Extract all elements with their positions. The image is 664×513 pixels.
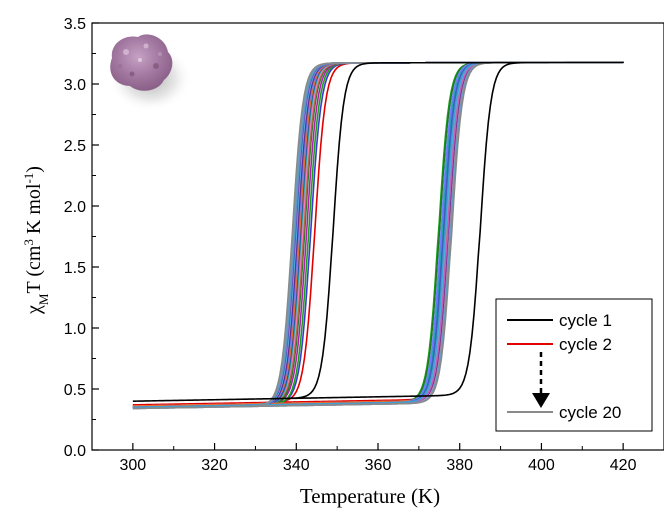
y-axis-label-sub-m: M: [36, 293, 51, 305]
y-axis-label-close: ): [23, 166, 45, 173]
legend-arrow-head: [532, 393, 550, 408]
curves-group: [132, 61, 624, 410]
legend-label-cycle-2: cycle 2: [559, 335, 612, 354]
y-axis-label: χMT (cm3 K mol-1): [21, 166, 51, 315]
y-axis-label-chi: χ: [23, 305, 45, 315]
y-tick-label-1.5: 1.5: [64, 260, 86, 277]
x-tick-label-300: 300: [120, 457, 147, 474]
x-tick-label-340: 340: [283, 457, 310, 474]
legend-label-cycle-20: cycle 20: [559, 403, 621, 422]
legend: cycle 1 cycle 2 cycle 20: [495, 298, 653, 432]
x-tick-label-320: 320: [201, 457, 228, 474]
y-axis-label-sup-neg1: -1: [21, 173, 36, 184]
y-tick-label-0.0: 0.0: [64, 443, 86, 460]
y-tick-label-1.0: 1.0: [64, 321, 86, 338]
y-axis-label-sup-3: 3: [21, 239, 36, 246]
x-axis: 300 320 340 360 380 400 420: [120, 443, 637, 474]
x-tick-label-360: 360: [365, 457, 392, 474]
y-tick-label-2.0: 2.0: [64, 199, 86, 216]
series-line-cycle-1: [132, 61, 624, 402]
y-axis: 0.0 0.5 1.0 1.5 2.0 2.5 3.0 3.5: [64, 16, 99, 460]
legend-label-cycle-1: cycle 1: [559, 311, 612, 330]
x-tick-label-380: 380: [446, 457, 473, 474]
x-axis-label: Temperature (K): [300, 484, 440, 508]
y-tick-label-2.5: 2.5: [64, 138, 86, 155]
y-axis-label-rest: T (cm: [23, 245, 45, 293]
y-tick-label-3.5: 3.5: [64, 16, 86, 33]
crystal-image: [108, 34, 192, 112]
y-tick-label-0.5: 0.5: [64, 382, 86, 399]
y-tick-label-3.0: 3.0: [64, 77, 86, 94]
x-tick-label-420: 420: [610, 457, 637, 474]
y-axis-label-mid: K mol: [23, 183, 45, 239]
x-tick-label-400: 400: [528, 457, 555, 474]
